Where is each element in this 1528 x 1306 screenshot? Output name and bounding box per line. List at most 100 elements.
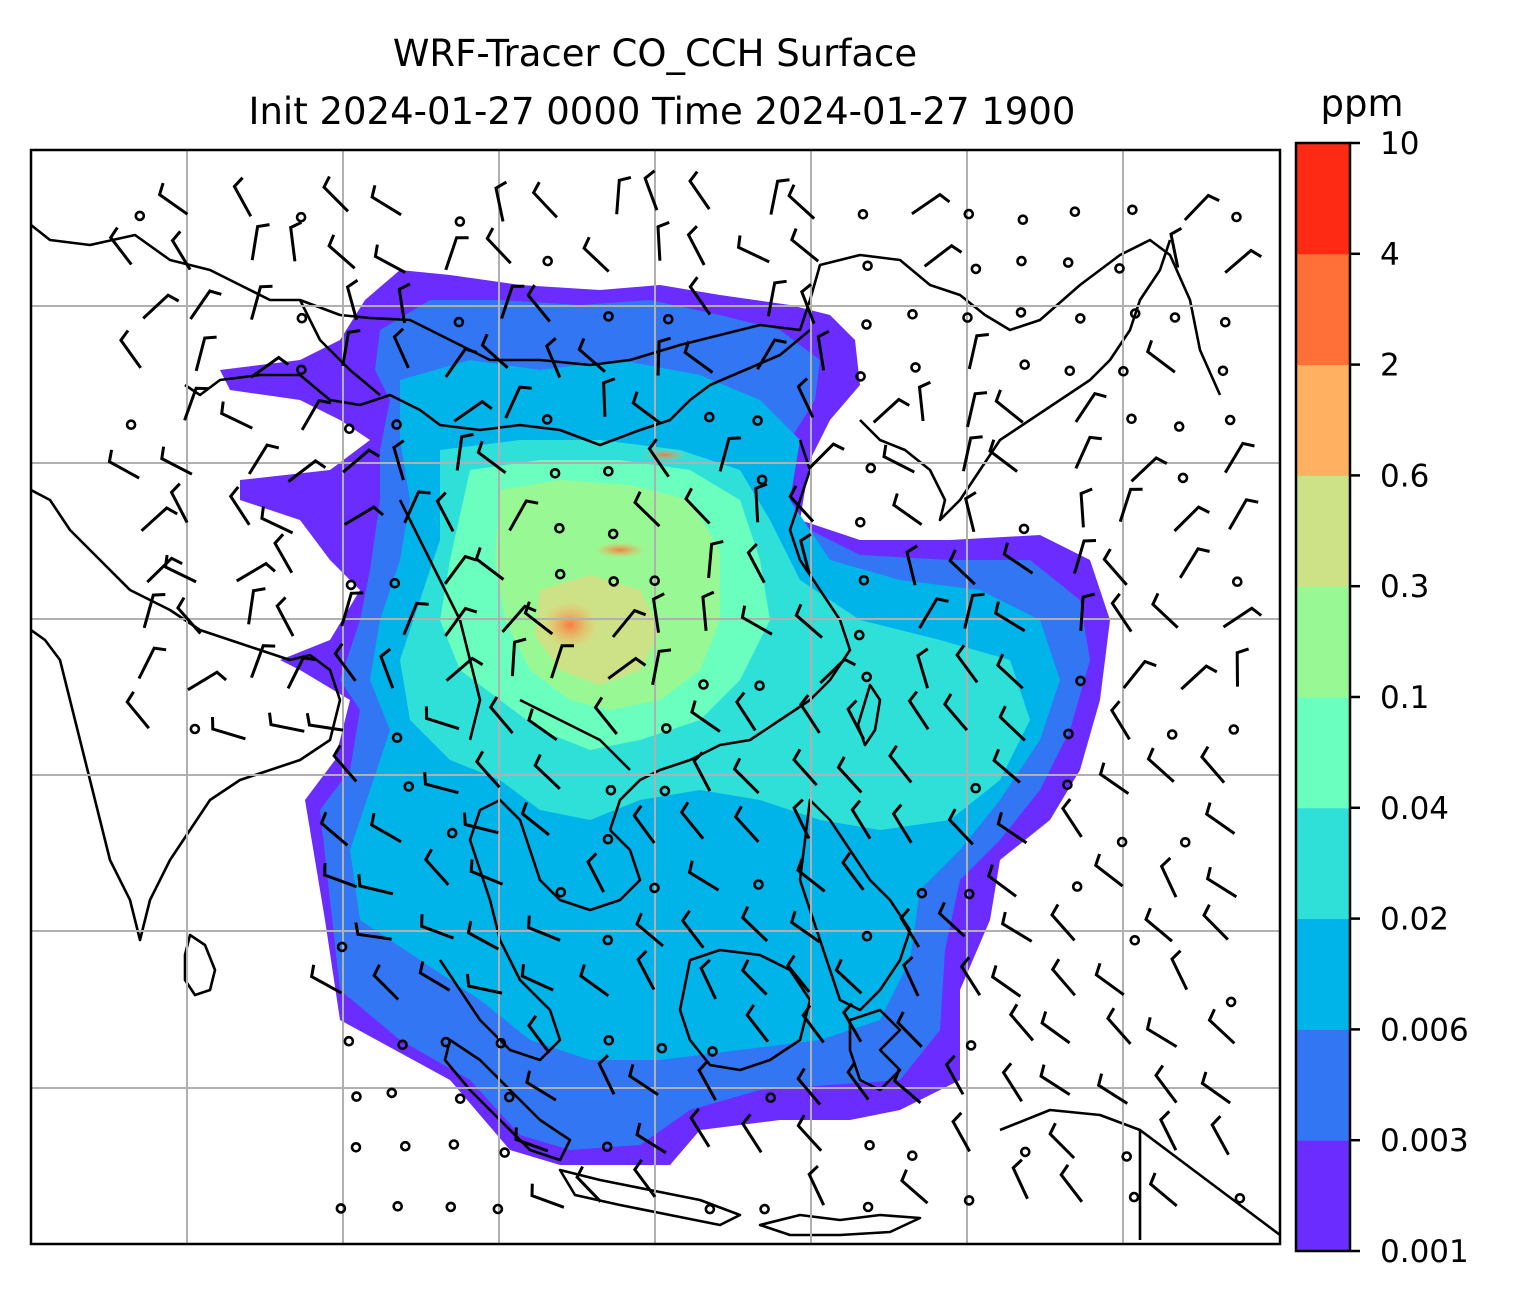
wind-barb	[740, 1113, 763, 1154]
calm-wind-marker	[704, 1203, 716, 1215]
calm-wind-marker	[1018, 523, 1030, 535]
coastline-asia-north	[31, 223, 1222, 396]
calm-wind-marker	[603, 465, 614, 477]
calm-wind-marker	[607, 528, 619, 540]
wind-barb	[736, 235, 770, 264]
wind-barb	[756, 338, 787, 371]
wind-barb	[733, 805, 760, 843]
wind-barb	[615, 175, 632, 215]
wind-barb	[160, 446, 193, 476]
wind-barb	[1154, 1064, 1178, 1104]
calm-wind-marker	[603, 1035, 615, 1046]
wind-barb	[119, 329, 142, 369]
calm-wind-marker	[495, 1037, 507, 1049]
calm-wind-marker	[963, 1195, 975, 1206]
calm-wind-marker	[659, 785, 671, 797]
colorbar-ticks: 0.001 0.003 0.006 0.02 0.04 0.1 0.3 0.6 2 4 10	[1350, 126, 1469, 1270]
calm-wind-marker	[970, 263, 982, 275]
wind-barb	[1096, 1073, 1129, 1105]
wind-barb	[1145, 339, 1176, 374]
wind-barb	[250, 355, 290, 379]
calm-wind-marker	[649, 882, 660, 894]
calm-wind-marker	[662, 313, 674, 325]
calm-wind-marker	[698, 679, 709, 690]
wind-barb	[527, 915, 561, 942]
wind-barb	[792, 798, 811, 840]
wind-barb	[788, 485, 815, 523]
wind-barb	[163, 554, 197, 584]
coastline-taiwan	[856, 683, 882, 747]
wind-barb	[397, 282, 411, 324]
calm-wind-marker	[343, 423, 355, 435]
wind-barb	[796, 377, 815, 419]
colorbar-segment	[1296, 475, 1350, 587]
wind-barb	[794, 603, 823, 639]
calm-wind-marker	[134, 210, 146, 222]
wind-barb	[520, 801, 550, 837]
wind-barb	[455, 432, 474, 471]
wind-barb	[582, 236, 610, 273]
colorbar-segment	[1296, 1029, 1350, 1141]
calm-wind-marker	[858, 574, 870, 586]
colorbar-segment	[1296, 918, 1350, 1030]
wind-barb	[342, 448, 380, 474]
wind-barb	[319, 811, 349, 847]
wind-barb	[1210, 1115, 1230, 1156]
wind-barb	[176, 596, 202, 635]
wind-barb	[679, 801, 705, 840]
calm-wind-marker	[605, 784, 617, 796]
wind-barb	[1011, 1158, 1029, 1200]
wind-barb	[995, 653, 1024, 690]
wind-barb	[474, 750, 501, 789]
wind-barb	[235, 561, 276, 583]
calm-wind-marker	[1224, 414, 1236, 426]
wind-barb	[526, 284, 551, 323]
calm-wind-marker	[916, 887, 928, 899]
wind-barb	[187, 670, 228, 692]
wind-barb	[189, 289, 222, 320]
border-1	[298, 299, 381, 396]
wind-barb	[370, 184, 402, 217]
calm-wind-marker	[1232, 576, 1243, 588]
wind-barb	[1130, 456, 1168, 483]
wind-barb	[697, 1060, 717, 1101]
wind-barb	[420, 914, 455, 940]
colorbar-segments	[1296, 143, 1350, 1252]
wind-barb	[992, 748, 1021, 784]
wind-barb	[632, 1158, 657, 1198]
wind-barb	[577, 337, 606, 373]
wind-barb	[402, 601, 429, 636]
wind-barb	[488, 696, 514, 735]
wind-barb	[435, 491, 455, 533]
wind-barb	[462, 812, 499, 835]
wind-barb	[1110, 592, 1133, 633]
calm-wind-marker	[1220, 316, 1231, 328]
wind-barb	[1118, 487, 1143, 523]
wind-barb	[510, 637, 527, 677]
wind-barb	[1106, 1007, 1132, 1045]
wind-barb	[745, 1004, 770, 1043]
wind-barb	[907, 690, 930, 731]
wind-barb	[1048, 1122, 1076, 1160]
wind-barb	[211, 716, 246, 741]
wind-barb	[1178, 547, 1210, 579]
calm-wind-marker	[454, 1093, 466, 1104]
coastline-philippines	[798, 798, 912, 1012]
wind-barb	[1073, 539, 1097, 575]
wind-barb	[305, 712, 344, 732]
wind-barb	[423, 772, 459, 795]
wind-barb	[1170, 949, 1189, 991]
wind-barb	[841, 851, 865, 891]
calm-wind-marker	[555, 886, 567, 898]
title-line-1: WRF-Tracer CO_CCH Surface	[393, 32, 917, 75]
coastline-east-asia	[184, 329, 811, 447]
wind-barb	[633, 491, 661, 528]
wind-barb	[333, 642, 357, 682]
wind-barb	[732, 757, 760, 795]
wind-barb	[787, 184, 816, 220]
wind-barb	[900, 1169, 929, 1205]
wind-barb	[808, 442, 845, 470]
wind-barb	[424, 706, 460, 731]
wind-barb	[947, 808, 974, 846]
calm-wind-marker	[603, 311, 614, 322]
